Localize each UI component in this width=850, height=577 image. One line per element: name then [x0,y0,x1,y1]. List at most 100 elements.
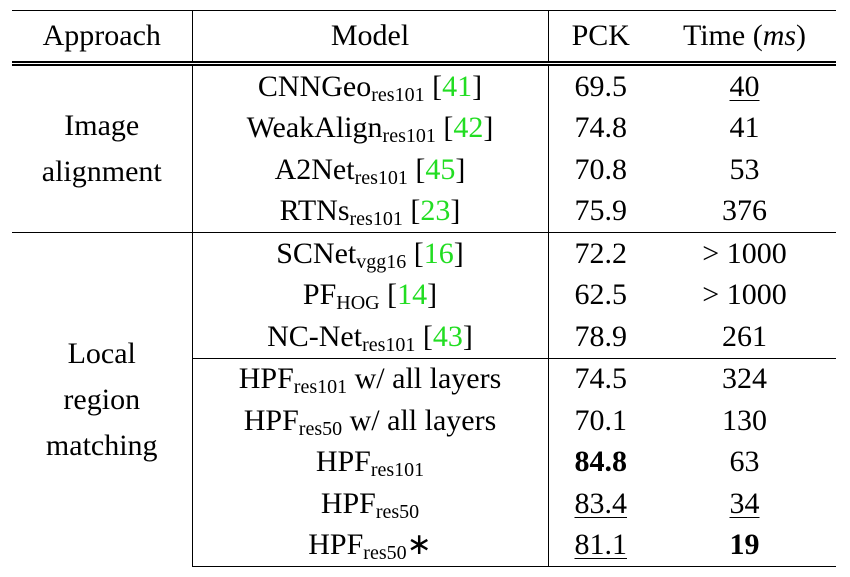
text: ] [462,319,473,353]
text: Model [330,19,410,52]
text: [ [435,111,454,145]
group-label-line: alignment [41,155,162,188]
subscript: HOG [336,292,380,315]
table-row: HPFres50∗ 81.1 19 [12,524,836,567]
time-cell: 40 [653,64,836,108]
model-cell: CNNGeores101 [41] [192,63,549,108]
pck-cell: 78.9 [548,316,653,358]
subscript: vgg16 [356,250,407,273]
time-value: 19 [729,528,760,562]
pck-cell: 84.8 [548,442,653,484]
time-value: 130 [722,403,767,437]
subscript: res101 [349,208,403,231]
text: [ [424,69,443,103]
text: ] [450,194,461,228]
group: Local region matching SCNetvgg16 [16] 72.2 > … [12,232,836,567]
time-value: 34 [729,486,760,520]
text: A2Net [274,152,355,186]
pck-value: 78.9 [574,319,628,353]
time-cell: 261 [653,316,836,358]
text: SCNet [276,236,357,270]
citation: 16 [423,236,454,270]
table-row: NC-Netres101 [43] 78.9 261 [12,316,836,358]
text: HPF [315,445,371,479]
model-cell: WeakAlignres101 [42] [192,107,549,149]
time-cell: 130 [653,400,836,442]
citation: 41 [442,69,473,103]
model-cell: HPFres50∗ [192,524,549,567]
pck-value: 74.5 [574,362,628,396]
text: [ [379,278,398,312]
table-row: HPFres50 83.4 34 [12,483,836,525]
model-cell: HPFres101 w/ all layers [192,357,549,400]
text: RTNs [279,194,350,228]
text: ) [796,19,807,52]
model-cell: A2Netres101 [45] [192,149,549,191]
citation: 23 [420,194,451,228]
table-row: HPFres50 w/ all layers 70.1 130 [12,400,836,442]
results-table: Approach Model PCK Time (ms) Image alignment… [12,10,836,567]
header-row: Approach Model PCK Time (ms) [12,10,836,66]
time-value: > 1000 [702,278,787,312]
table-row: PFHOG [14] 62.5 > 1000 [12,274,836,316]
header-cell: Model [192,10,549,66]
text: ] [455,152,466,186]
text: w/ all layers [347,362,502,396]
italic-text: ms [762,19,797,52]
citation: 45 [425,152,456,186]
time-cell: 376 [653,191,836,233]
pck-value: 70.8 [574,152,628,186]
group-label: Local region matching [12,232,193,567]
text: WeakAlign [246,111,383,145]
subscript: res101 [293,376,348,399]
pck-cell: 69.5 [548,64,653,108]
text: NC-Net [267,319,363,353]
table-header: Approach Model PCK Time (ms) [12,10,836,66]
pck-cell: 70.8 [548,149,653,191]
pck-cell: 83.4 [548,483,653,525]
text: w/ all layers [342,403,497,437]
table-row: WeakAlignres101 [42] 74.8 41 [12,107,836,149]
time-cell: 63 [653,442,836,484]
table-row: Image alignment CNNGeores101 [41] 69.5 40 [12,63,836,233]
subscript: res50 [298,417,343,440]
time-value: 376 [722,194,767,228]
text: [ [406,236,424,270]
pck-value: 72.2 [574,236,628,270]
text: ] [472,69,483,103]
citation: 42 [453,111,484,145]
time-value: 40 [729,69,760,103]
pck-value: 74.8 [574,111,628,145]
model-cell: HPFres101 [192,441,549,483]
pck-cell: 75.9 [548,191,653,233]
group-label-line: matching [45,428,158,462]
time-cell: 324 [653,357,836,400]
subscript: res101 [382,125,436,148]
table-row: HPFres101 84.8 63 [12,441,836,484]
text: [ [415,319,433,353]
group-label-line: region [63,382,141,416]
pck-value: 62.5 [574,278,628,312]
subscript: res101 [362,333,416,356]
citation: 43 [432,319,463,353]
text: PCK [571,19,630,52]
table-row: HPFres101 w/ all layers 74.5 324 [12,357,836,400]
group-label: Image alignment [12,63,193,233]
pck-cell: 72.2 [548,232,653,275]
text: ∗ [406,528,432,562]
time-value: 63 [729,445,760,479]
time-value: 53 [729,152,760,186]
pck-cell: 81.1 [548,524,653,567]
time-value: 41 [729,111,760,145]
text: ] [427,278,438,312]
time-cell: > 1000 [653,232,836,275]
time-value: 261 [722,319,767,353]
group: Image alignment CNNGeores101 [41] 69.5 40 Wea… [12,63,836,233]
text: ] [483,111,494,145]
pck-value: 70.1 [574,403,628,437]
group-label-line: Image [64,109,140,142]
time-cell: 53 [653,149,836,191]
text: CNNGeo [257,69,372,103]
header-cell: PCK [548,10,653,66]
model-cell: RTNsres101 [23] [192,190,549,233]
